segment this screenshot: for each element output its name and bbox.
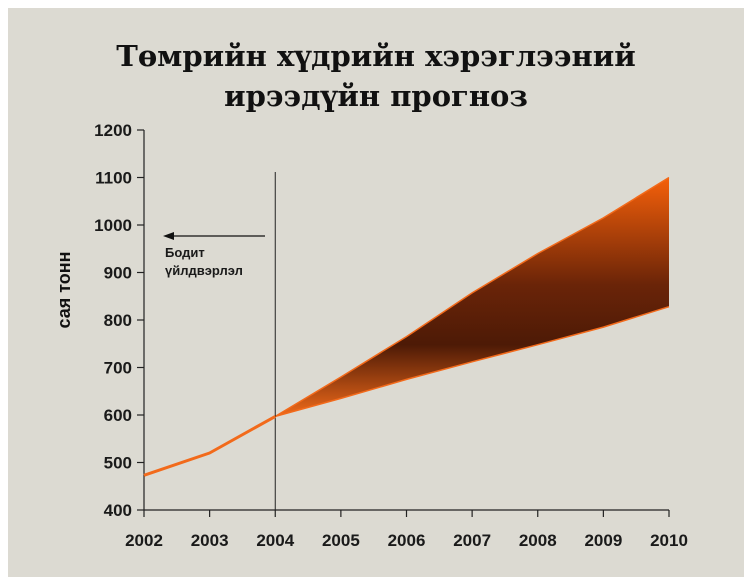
annotation-line-2: үйлдвэрлэл	[165, 263, 243, 278]
x-tick-label: 2009	[584, 531, 622, 550]
y-axis-label: сая тонн	[54, 251, 74, 328]
y-tick-label: 1000	[94, 216, 132, 235]
chart-title: Төмрийн хүдрийн хэрэглээний ирээдүйн про…	[8, 36, 744, 116]
y-tick-label: 600	[104, 406, 132, 425]
annotation-arrow-head	[163, 232, 174, 240]
chart-title-line-2: ирээдүйн прогноз	[224, 79, 528, 113]
x-tick-label: 2004	[256, 531, 294, 550]
x-tick-label: 2008	[519, 531, 557, 550]
y-tick-label: 500	[104, 454, 132, 473]
y-tick-label: 1100	[95, 169, 132, 188]
forecast-lower-line	[275, 305, 670, 418]
y-tick-label: 700	[104, 359, 132, 378]
y-tick-label: 400	[104, 501, 132, 520]
forecast-upper-line	[274, 176, 670, 418]
x-tick-label: 2005	[322, 531, 360, 550]
annotation: Бодит үйлдвэрлэл	[165, 245, 243, 278]
forecast-band	[275, 177, 669, 417]
x-tick-label: 2010	[650, 531, 688, 550]
y-tick-label: 800	[104, 311, 132, 330]
x-tick-label: 2003	[191, 531, 229, 550]
y-tick-label: 900	[104, 264, 132, 283]
y-tick-label: 1200	[94, 121, 132, 140]
actual-production-line	[143, 415, 277, 477]
x-tick-label: 2002	[125, 531, 163, 550]
chart-title-line-1: Төмрийн хүдрийн хэрэглээний	[116, 39, 636, 73]
x-tick-label: 2007	[453, 531, 491, 550]
annotation-line-1: Бодит	[165, 245, 205, 260]
x-tick-label: 2006	[388, 531, 426, 550]
